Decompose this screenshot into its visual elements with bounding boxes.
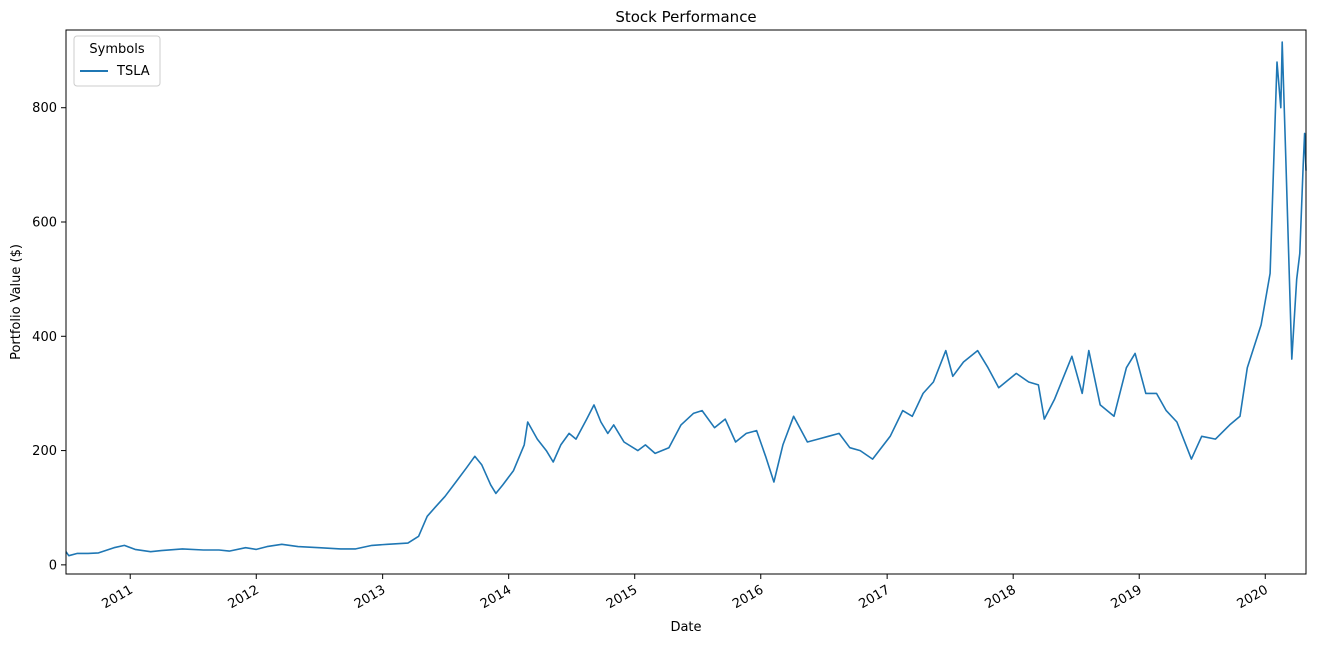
x-tick-label: 2013 xyxy=(352,583,388,613)
x-tick-label: 2016 xyxy=(730,583,766,613)
series-line-tsla xyxy=(65,41,1307,557)
y-tick-label: 0 xyxy=(49,558,57,573)
legend-title: Symbols xyxy=(89,42,144,57)
y-tick-label: 400 xyxy=(32,330,57,345)
legend-entry-label: TSLA xyxy=(116,64,150,79)
y-tick-label: 800 xyxy=(32,101,57,116)
legend-box xyxy=(73,35,161,87)
x-tick-label: 2011 xyxy=(100,583,136,613)
plot-frame xyxy=(65,29,1307,575)
y-tick-label: 600 xyxy=(32,216,57,231)
chart-title: Stock Performance xyxy=(615,8,756,26)
y-tick-label: 200 xyxy=(32,444,57,459)
x-tick-label: 2018 xyxy=(983,583,1019,613)
x-tick-label: 2017 xyxy=(856,583,892,613)
x-tick-label: 2020 xyxy=(1235,583,1271,613)
y-axis: 0 200 400 600 800 xyxy=(32,101,66,573)
x-tick-label: 2019 xyxy=(1109,583,1145,613)
x-tick-label: 2015 xyxy=(604,583,640,613)
x-axis: 2011 2012 2013 2014 2015 2016 2017 2018 2019 2020 xyxy=(100,574,1271,612)
y-axis-label: Portfolio Value ($) xyxy=(9,244,24,360)
x-tick-label: 2012 xyxy=(226,583,262,613)
x-tick-label: 2014 xyxy=(478,583,514,613)
x-axis-label: Date xyxy=(670,620,701,635)
legend: Symbols TSLA xyxy=(73,35,161,87)
plot-area xyxy=(65,29,1307,575)
